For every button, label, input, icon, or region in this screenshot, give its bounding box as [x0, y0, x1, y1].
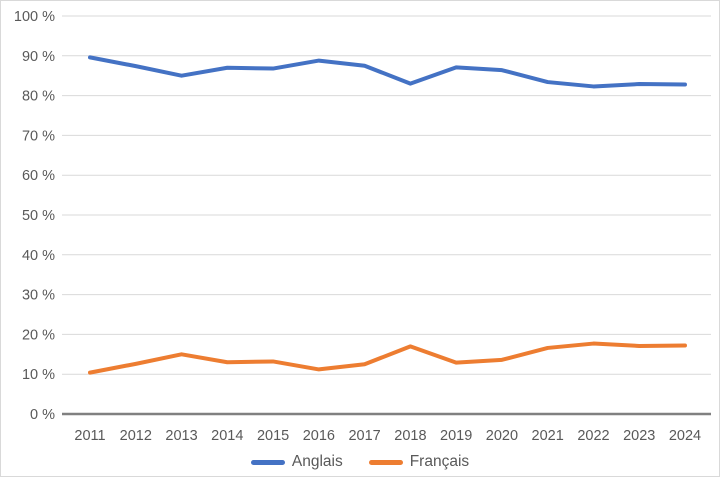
- x-tick-label-2013: 2013: [165, 428, 197, 444]
- y-tick-label-60: 60 %: [22, 168, 55, 184]
- legend-item-anglais: Anglais: [250, 453, 343, 471]
- series-line-francais: [88, 341, 687, 375]
- series-line-anglais: [88, 55, 687, 89]
- x-tick-label-2024: 2024: [669, 428, 701, 444]
- x-tick-label-2011: 2011: [74, 428, 105, 444]
- y-tick-label-50: 50 %: [22, 208, 55, 224]
- x-tick-label-2021: 2021: [532, 428, 564, 444]
- y-tick-label-80: 80 %: [22, 89, 55, 105]
- x-tick-label-2014: 2014: [211, 428, 243, 444]
- legend-label-anglais: Anglais: [291, 453, 343, 470]
- x-tick-label-2015: 2015: [257, 428, 289, 444]
- x-tick-label-2016: 2016: [303, 428, 335, 444]
- x-tick-label-2023: 2023: [623, 428, 655, 444]
- legend-item-francais: Français: [368, 453, 470, 471]
- x-tick-label-2020: 2020: [486, 428, 518, 444]
- y-tick-label-10: 10 %: [22, 367, 55, 383]
- chart-legend: Anglais Français: [1, 453, 719, 471]
- y-tick-label-30: 30 %: [22, 288, 55, 304]
- x-tick-label-2012: 2012: [120, 428, 152, 444]
- x-tick-label-2018: 2018: [394, 428, 426, 444]
- x-tick-label-2019: 2019: [440, 428, 472, 444]
- x-tick-label-2022: 2022: [577, 428, 609, 444]
- y-tick-label-40: 40 %: [22, 248, 55, 264]
- francais-line-swatch: [368, 459, 403, 465]
- y-tick-label-70: 70 %: [22, 128, 55, 144]
- y-tick-label-100: 100 %: [14, 9, 55, 25]
- anglais-line-swatch: [250, 459, 285, 465]
- y-tick-label-90: 90 %: [22, 49, 55, 65]
- y-tick-label-0: 0 %: [30, 407, 55, 423]
- y-tick-label-20: 20 %: [22, 327, 55, 343]
- x-tick-label-2017: 2017: [348, 428, 380, 444]
- legend-label-francais: Français: [409, 453, 470, 470]
